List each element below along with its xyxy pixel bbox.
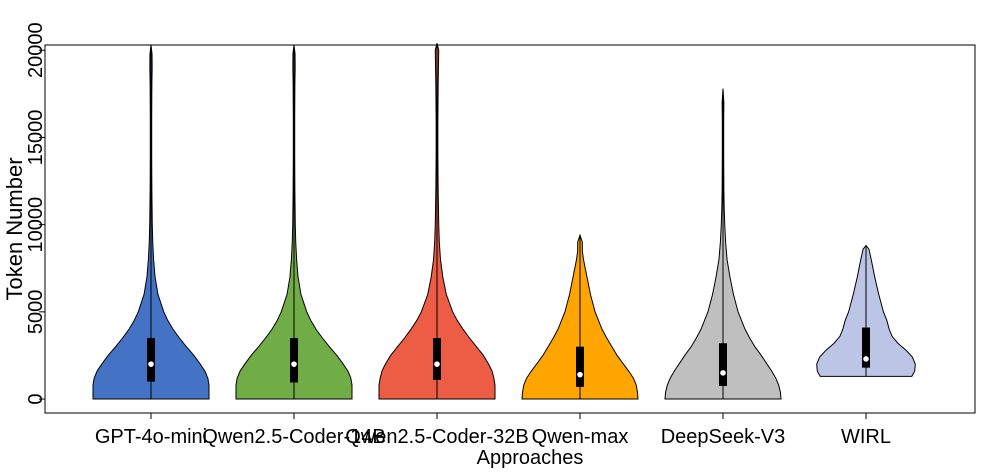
violin-gpt-4o-mini [92, 44, 210, 400]
x-tick-label: Qwen-max [532, 426, 629, 448]
x-axis-label: Approaches [477, 447, 584, 469]
violin-median-point [148, 361, 154, 367]
violin-iqr-box [719, 343, 727, 386]
violin-median-point [863, 356, 869, 362]
violins-layer [92, 43, 916, 400]
x-tick-label: DeepSeek-V3 [661, 426, 786, 448]
x-axis: GPT-4o-miniQwen2.5-Coder-14BQwen2.5-Code… [95, 413, 891, 448]
violin-iqr-box [576, 346, 584, 387]
violin-iqr-box [862, 327, 870, 368]
plot-frame [44, 44, 976, 414]
violin-iqr-box [433, 338, 441, 380]
x-tick-label: Qwen2.5-Coder-32B [345, 426, 528, 448]
violin-qwen2-5-coder-32b [378, 43, 496, 400]
violin-median-point [720, 370, 726, 376]
y-axis-label: Token Number [2, 157, 27, 300]
violin-iqr-box [290, 338, 298, 383]
violin-qwen-max [521, 233, 639, 400]
y-tick-label: 15000 [25, 110, 47, 166]
violin-median-point [434, 361, 440, 367]
violin-wirl [816, 244, 916, 377]
y-tick-label: 10000 [25, 197, 47, 253]
violin-iqr-box [147, 338, 155, 382]
violin-median-point [291, 361, 297, 367]
x-tick-label: WIRL [841, 426, 891, 448]
y-tick-label: 20000 [25, 22, 47, 78]
violin-deepseek-v3 [664, 88, 782, 400]
x-tick-label: GPT-4o-mini [95, 426, 207, 448]
y-axis: 0 5000 10000 15000 20000 [25, 22, 47, 404]
violin-median-point [577, 371, 583, 378]
x-tick-label: Qwen2.5-Coder-14B [202, 426, 385, 448]
y-tick-label: 0 [25, 393, 47, 404]
y-tick-label: 5000 [25, 290, 47, 335]
violin-qwen2-5-coder-14b [235, 44, 353, 400]
